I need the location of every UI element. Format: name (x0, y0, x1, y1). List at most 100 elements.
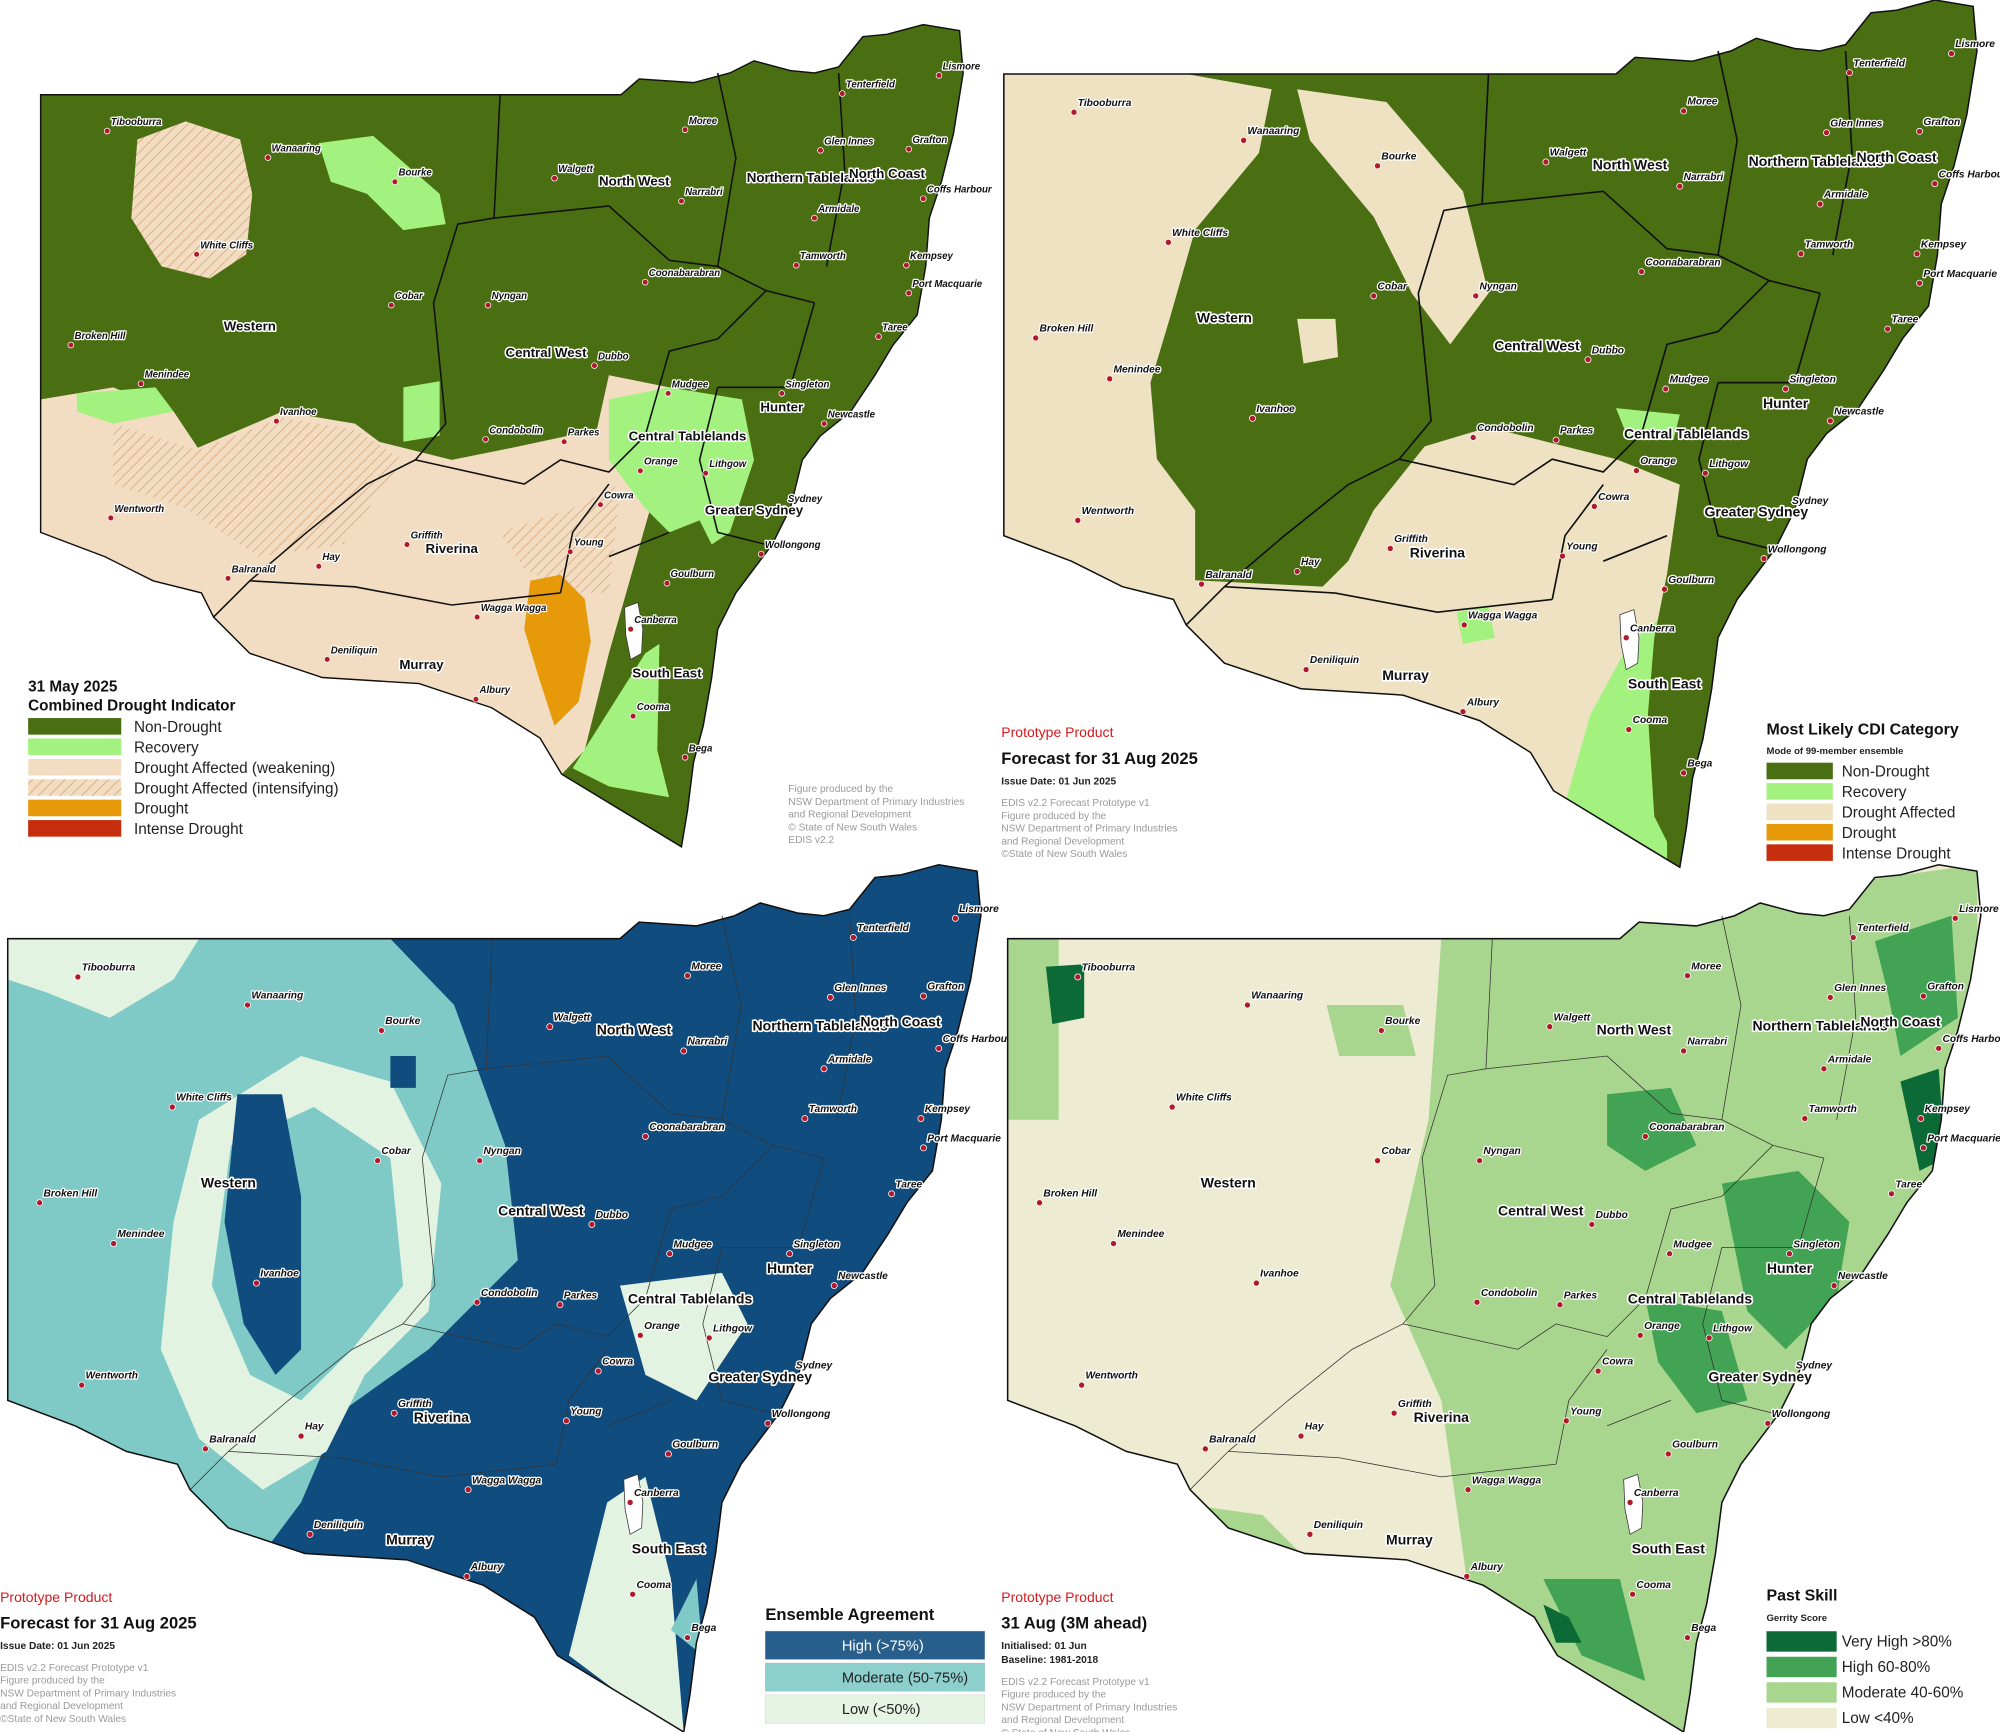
map-area (657, 520, 718, 823)
town-dot (1666, 1250, 1674, 1258)
legend-label: High 60-80% (1842, 1659, 1931, 1676)
town-dot (1078, 1381, 1086, 1389)
town-dot (1641, 1132, 1649, 1140)
town-dot (888, 1190, 896, 1198)
town-dot (663, 579, 671, 587)
town-label: Ivanhoe (1256, 404, 1295, 415)
town-label: Walgett (1550, 148, 1587, 159)
town-label: Canberra (634, 1488, 679, 1499)
region-label: Hunter (767, 1260, 813, 1276)
legend-title: Ensemble Agreement (765, 1605, 934, 1624)
town-label: Kempsey (925, 1104, 972, 1115)
town-label: Canberra (634, 615, 677, 626)
region-boundary (717, 302, 816, 389)
town-label: Nyngan (1483, 1146, 1520, 1157)
town-dot (780, 504, 788, 512)
region-label: Central Tablelands (628, 1290, 753, 1306)
region-label: Riverina (1414, 1409, 1470, 1425)
town-dot (546, 1023, 554, 1031)
region-label: North West (597, 1021, 672, 1037)
region-label: North Coast (1857, 149, 1938, 165)
town-dot (1469, 434, 1477, 441)
footnote: NSW Department of Primary Industries (1001, 1702, 1177, 1713)
town-label: Albury (470, 1562, 505, 1573)
town-label: Condobolin (481, 1288, 538, 1299)
town-label: Glen Innes (1834, 983, 1886, 994)
town-label: Dubbo (1592, 345, 1624, 356)
town-dot (1559, 552, 1566, 560)
town-label: Wentworth (86, 1371, 138, 1382)
town-dot (1705, 1334, 1713, 1342)
town-dot (391, 178, 399, 186)
town-label: Ivanhoe (280, 407, 317, 418)
town-dot (1662, 385, 1670, 393)
town-dot (1826, 993, 1834, 1001)
town-dot (464, 1486, 472, 1494)
map-area (131, 121, 253, 279)
legend-swatch (765, 1663, 985, 1692)
town-label: Nyngan (483, 1146, 520, 1157)
region-boundary (1189, 938, 1493, 1490)
town-dot (1638, 268, 1645, 276)
town-label: Menindee (1114, 364, 1161, 375)
town-dot (629, 712, 637, 720)
region-label: Western (201, 1174, 256, 1190)
town-dot (820, 420, 828, 427)
region-boundary (608, 531, 670, 558)
region-label: Riverina (426, 541, 479, 556)
legend-label: Recovery (1842, 784, 1907, 801)
town-dot (273, 417, 280, 425)
town-label: Mudgee (1673, 1239, 1712, 1250)
town-label: Lismore (943, 61, 981, 72)
town-dot (935, 1044, 943, 1052)
region-boundary (559, 483, 610, 594)
town-label: Mudgee (673, 1239, 712, 1250)
town-label: Cooma (1636, 1580, 1671, 1591)
map-area (1874, 915, 1958, 1057)
legend-swatch (28, 779, 122, 796)
region-label: Western (224, 319, 276, 334)
legend-swatch (765, 1695, 985, 1724)
map-area (1297, 318, 1338, 364)
region-label: Murray (1382, 667, 1429, 683)
footnote: EDIS v2.2 (788, 835, 834, 846)
town-label: Lithgow (713, 1324, 753, 1335)
town-dot (1562, 1417, 1570, 1425)
town-label: Cobar (381, 1146, 411, 1157)
town-label: White Cliffs (1176, 1093, 1232, 1104)
region-label: North Coast (849, 166, 926, 181)
town-dot (1664, 1450, 1672, 1458)
town-label: Coffs Harbour (1939, 169, 2000, 180)
town-dot (684, 972, 691, 980)
town-label: Tibooburra (1078, 98, 1132, 109)
map-area (608, 387, 754, 557)
region-label: Murray (1386, 1532, 1433, 1548)
town-label: Canberra (1630, 623, 1675, 634)
town-label: Nyngan (1480, 282, 1517, 293)
footnote: NSW Department of Primary Industries (1001, 824, 1177, 835)
town-label: Glen Innes (834, 983, 886, 994)
region-boundary (1836, 915, 1857, 1120)
town-label: Deniliquin (314, 1520, 363, 1531)
region-label: South East (1628, 676, 1702, 692)
town-label: Cooma (637, 702, 670, 713)
region-label: Northern Tablelands (747, 170, 875, 185)
legend-swatch (765, 1631, 985, 1660)
map-area (1607, 1087, 1697, 1171)
town-dot (793, 261, 800, 269)
town-label: Bourke (399, 168, 433, 179)
town-dot (137, 380, 145, 387)
town-label: Menindee (145, 370, 190, 381)
footnote: EDIS v2.2 Forecast Prototype v1 (1001, 798, 1150, 809)
town-dot (1374, 162, 1381, 170)
town-label: Coonabarabran (649, 1122, 724, 1133)
town-dot (1760, 555, 1768, 563)
legend-swatch (28, 758, 122, 776)
town-label: Goulburn (1672, 1440, 1718, 1451)
town-label: Tibooburra (111, 117, 162, 128)
legend-swatch (1766, 844, 1833, 861)
legend-swatch (1766, 823, 1833, 841)
town-dot (905, 145, 913, 153)
town-label: Balranald (232, 564, 277, 575)
